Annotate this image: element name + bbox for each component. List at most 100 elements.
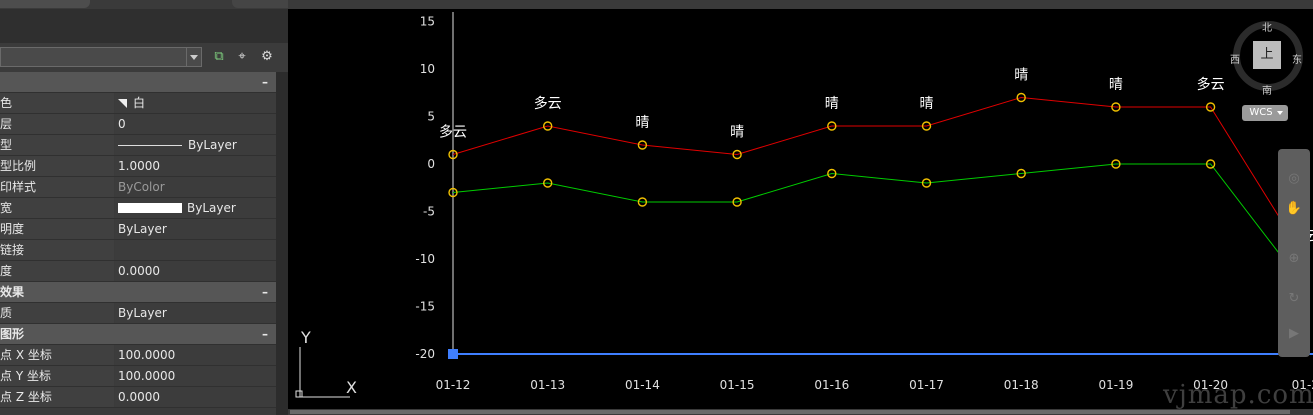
section-header[interactable]: –: [0, 72, 276, 93]
property-value[interactable]: ByColor: [115, 177, 279, 197]
compass-west[interactable]: 西: [1230, 55, 1240, 66]
y-tick-label: 10: [420, 62, 435, 76]
property-value[interactable]: [115, 240, 279, 260]
steering-wheel-icon[interactable]: ◎: [1288, 171, 1300, 186]
object-type-select[interactable]: [0, 47, 202, 67]
section-title: [0, 72, 240, 92]
collapse-icon[interactable]: –: [262, 285, 268, 299]
property-value[interactable]: ByLayer: [115, 303, 279, 323]
property-value[interactable]: ByLayer: [115, 135, 279, 155]
property-value-text: 0.0000: [118, 264, 160, 278]
x-tick-label: 01-17: [909, 378, 944, 392]
showmotion-icon[interactable]: ▶: [1289, 326, 1299, 341]
property-value-text: 100.0000: [118, 348, 176, 362]
zoom-icon[interactable]: ⊕: [1288, 251, 1300, 266]
data-point-marker: [637, 197, 648, 207]
ucs-y-label: Y: [300, 328, 311, 347]
property-value-text: 0: [118, 117, 126, 131]
property-row[interactable]: 点 Z 坐标 0.0000: [0, 387, 279, 408]
data-point-marker: [1016, 168, 1026, 179]
compass-east[interactable]: 东: [1292, 55, 1302, 66]
data-point-marker: [448, 149, 458, 160]
data-point-marker: [543, 178, 553, 188]
ucs-icon: [299, 347, 350, 398]
quick-select-icon[interactable]: ⚙: [261, 49, 273, 64]
section-header[interactable]: 图形 –: [0, 324, 276, 345]
property-row[interactable]: 链接: [0, 240, 279, 261]
scrollbar-thumb[interactable]: [290, 410, 1290, 414]
x-tick-label: 01-12: [436, 378, 471, 392]
y-tick-label: -15: [415, 300, 435, 314]
wcs-menu-button[interactable]: WCS: [1242, 105, 1288, 121]
series-line: [452, 96, 1306, 260]
property-label: 宽: [0, 198, 114, 218]
y-tick-label: -5: [423, 205, 435, 219]
drawing-tab[interactable]: [232, 0, 288, 8]
property-row[interactable]: 宽 ByLayer: [0, 198, 279, 219]
property-value-text: ByColor: [118, 180, 165, 194]
property-value[interactable]: 0.0000: [115, 261, 279, 281]
viewcube-top-face[interactable]: 上: [1253, 41, 1281, 69]
weather-label: 晴: [825, 96, 839, 112]
palette-header: [0, 9, 288, 43]
compass-south[interactable]: 南: [1262, 86, 1272, 97]
chevron-down-icon[interactable]: [186, 48, 201, 66]
property-row[interactable]: 点 Y 坐标 100.0000: [0, 366, 279, 387]
pan-icon[interactable]: ✋: [1285, 201, 1303, 216]
compass-north[interactable]: 北: [1262, 23, 1272, 34]
property-value[interactable]: 100.0000: [115, 366, 279, 386]
property-row[interactable]: 色白: [0, 93, 279, 114]
property-value[interactable]: ByLayer: [115, 198, 279, 218]
y-tick-label: 0: [427, 157, 435, 171]
property-row[interactable]: 点 X 坐标 100.0000: [0, 345, 279, 366]
property-row[interactable]: 型比例 1.0000: [0, 156, 279, 177]
data-point-marker: [732, 149, 742, 160]
property-value[interactable]: 100.0000: [115, 345, 279, 365]
data-point-marker: [1111, 102, 1121, 112]
property-value[interactable]: 1.0000: [115, 156, 279, 176]
property-row[interactable]: 印样式 ByColor: [0, 177, 279, 198]
orbit-icon[interactable]: ↻: [1288, 291, 1300, 306]
linetype-preview: [118, 145, 182, 146]
x-tick-label: 01-19: [1098, 378, 1133, 392]
properties-list: – 色白层 0 型 ByLayer 型比例 1.0000 印样式 ByColor 宽 ByLayer…: [0, 72, 279, 408]
property-value[interactable]: 0: [115, 114, 279, 134]
property-value[interactable]: ByLayer: [115, 219, 279, 239]
weather-label: 晴: [1109, 77, 1123, 93]
property-label: 链接: [0, 240, 114, 260]
y-tick-label: -20: [415, 347, 435, 361]
collapse-icon[interactable]: –: [262, 75, 268, 89]
x-tick-label: 01-16: [814, 378, 849, 392]
palette-scrollbar[interactable]: [276, 72, 288, 415]
collapse-icon[interactable]: –: [262, 327, 268, 341]
x-tick-label: 01-14: [625, 378, 660, 392]
palette-tab[interactable]: [0, 0, 90, 8]
data-point-marker: [921, 178, 932, 188]
weather-label: 晴: [635, 115, 649, 131]
data-point-marker: [732, 197, 742, 207]
property-label: 度: [0, 261, 114, 281]
viewcube-compass[interactable]: [1233, 21, 1303, 91]
horizontal-scrollbar[interactable]: [288, 409, 1313, 415]
property-row[interactable]: 明度 ByLayer: [0, 219, 279, 240]
property-label: 点 Y 坐标: [0, 366, 114, 386]
property-row[interactable]: 型 ByLayer: [0, 135, 279, 156]
property-value-text: ByLayer: [187, 201, 236, 215]
property-value[interactable]: 0.0000: [115, 387, 279, 407]
drawing-canvas[interactable]: [288, 9, 1313, 409]
select-objects-icon[interactable]: ⌖: [238, 49, 246, 64]
x-tick-label: 01-2: [1292, 378, 1313, 392]
weather-label: 多云: [439, 124, 467, 141]
y-tick-label: 15: [420, 15, 435, 29]
property-row[interactable]: 度 0.0000: [0, 261, 279, 282]
data-point-marker: [921, 121, 932, 131]
section-header[interactable]: 效果 –: [0, 282, 276, 303]
weather-label: 多云: [1197, 76, 1225, 93]
x-tick-label: 01-18: [1004, 378, 1039, 392]
property-row[interactable]: 质 ByLayer: [0, 303, 279, 324]
data-point-marker: [1111, 159, 1121, 169]
property-value-text: 白: [133, 96, 146, 110]
toggle-pickadd-icon[interactable]: ⧉: [214, 49, 224, 64]
property-value[interactable]: 白: [115, 93, 279, 113]
